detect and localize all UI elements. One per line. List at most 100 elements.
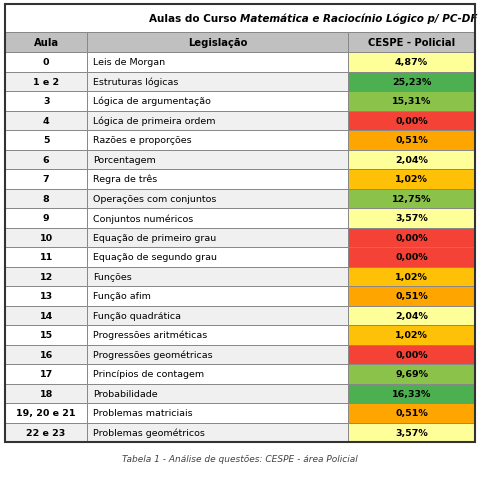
Text: 1,02%: 1,02% (395, 331, 428, 339)
Bar (348, 364, 475, 384)
Text: 12: 12 (39, 272, 53, 281)
Bar (5, 150, 87, 169)
Text: Conjuntos numéricos: Conjuntos numéricos (93, 214, 193, 223)
Text: Aula: Aula (34, 38, 59, 48)
Text: Funções: Funções (93, 272, 132, 281)
Bar (5, 248, 87, 267)
Text: Razões e proporções: Razões e proporções (93, 136, 192, 145)
Bar (348, 53, 475, 72)
Bar (348, 150, 475, 169)
Text: Função quadrática: Função quadrática (93, 311, 181, 320)
Bar (348, 169, 475, 189)
Bar (87, 209, 348, 228)
Bar (348, 422, 475, 442)
Bar (5, 422, 87, 442)
Bar (5, 33, 87, 53)
Bar (87, 345, 348, 364)
Bar (348, 92, 475, 111)
Bar (87, 306, 348, 325)
Text: 16,33%: 16,33% (392, 389, 431, 398)
Text: 5: 5 (43, 136, 49, 145)
Bar (5, 364, 87, 384)
Text: Progressões geométricas: Progressões geométricas (93, 350, 213, 359)
Bar (348, 189, 475, 209)
Text: 1 e 2: 1 e 2 (33, 78, 59, 86)
Text: Operações com conjuntos: Operações com conjuntos (93, 194, 216, 204)
Text: 2,04%: 2,04% (395, 156, 428, 165)
Bar (87, 53, 348, 72)
Text: Leis de Morgan: Leis de Morgan (93, 58, 166, 67)
Text: 7: 7 (43, 175, 49, 184)
Bar (5, 53, 87, 72)
Text: 0,51%: 0,51% (395, 408, 428, 418)
Bar (5, 287, 87, 306)
Bar (348, 345, 475, 364)
Bar (87, 422, 348, 442)
Bar (348, 248, 475, 267)
Bar (348, 131, 475, 150)
Text: Legislação: Legislação (188, 38, 247, 48)
Bar (348, 209, 475, 228)
Text: 19, 20 e 21: 19, 20 e 21 (16, 408, 76, 418)
Bar (87, 92, 348, 111)
Bar (5, 189, 87, 209)
Text: 18: 18 (39, 389, 53, 398)
Text: Matemática e Raciocínio Lógico p/ PC-DF (Escrivão): Matemática e Raciocínio Lógico p/ PC-DF … (240, 14, 480, 24)
Text: 17: 17 (39, 370, 53, 378)
Bar (5, 169, 87, 189)
Bar (87, 72, 348, 92)
Text: 13: 13 (39, 292, 53, 300)
Text: 8: 8 (43, 194, 49, 204)
Bar (5, 131, 87, 150)
Text: 0: 0 (43, 58, 49, 67)
Text: Princípios de contagem: Princípios de contagem (93, 370, 204, 378)
Bar (348, 267, 475, 287)
Text: 15: 15 (39, 331, 53, 339)
Text: Problemas matriciais: Problemas matriciais (93, 408, 193, 418)
Bar (5, 228, 87, 248)
Text: 0,00%: 0,00% (395, 233, 428, 242)
Bar (5, 384, 87, 403)
Text: Aulas do Curso: Aulas do Curso (149, 14, 240, 24)
Bar (87, 169, 348, 189)
Text: 16: 16 (39, 350, 53, 359)
Bar (87, 33, 348, 53)
Text: 1,02%: 1,02% (395, 272, 428, 281)
Bar (5, 209, 87, 228)
Text: 14: 14 (39, 311, 53, 320)
Bar (87, 267, 348, 287)
Text: 11: 11 (39, 253, 53, 262)
Bar (5, 306, 87, 325)
Text: 2,04%: 2,04% (395, 311, 428, 320)
Text: 12,75%: 12,75% (392, 194, 432, 204)
Bar (87, 150, 348, 169)
Bar (348, 403, 475, 422)
Text: 25,23%: 25,23% (392, 78, 431, 86)
Text: 4,87%: 4,87% (395, 58, 428, 67)
Text: Porcentagem: Porcentagem (93, 156, 156, 165)
Bar (87, 111, 348, 131)
Text: Probabilidade: Probabilidade (93, 389, 158, 398)
Text: 3,57%: 3,57% (395, 428, 428, 437)
Bar (348, 111, 475, 131)
Text: 1,02%: 1,02% (395, 175, 428, 184)
Bar (5, 403, 87, 422)
Text: Lógica de argumentação: Lógica de argumentação (93, 97, 211, 106)
Text: Progressões aritméticas: Progressões aritméticas (93, 330, 207, 340)
Text: Equação de primeiro grau: Equação de primeiro grau (93, 233, 216, 242)
Text: 3: 3 (43, 97, 49, 106)
Text: 9,69%: 9,69% (395, 370, 428, 378)
Text: 0,00%: 0,00% (395, 350, 428, 359)
Bar (5, 111, 87, 131)
Bar (348, 72, 475, 92)
Text: 4: 4 (43, 117, 49, 125)
Bar (87, 189, 348, 209)
Bar (5, 92, 87, 111)
Bar (87, 248, 348, 267)
Bar (348, 33, 475, 53)
Text: 6: 6 (43, 156, 49, 165)
Bar (5, 72, 87, 92)
Bar (5, 325, 87, 345)
Bar (348, 228, 475, 248)
Bar (348, 384, 475, 403)
